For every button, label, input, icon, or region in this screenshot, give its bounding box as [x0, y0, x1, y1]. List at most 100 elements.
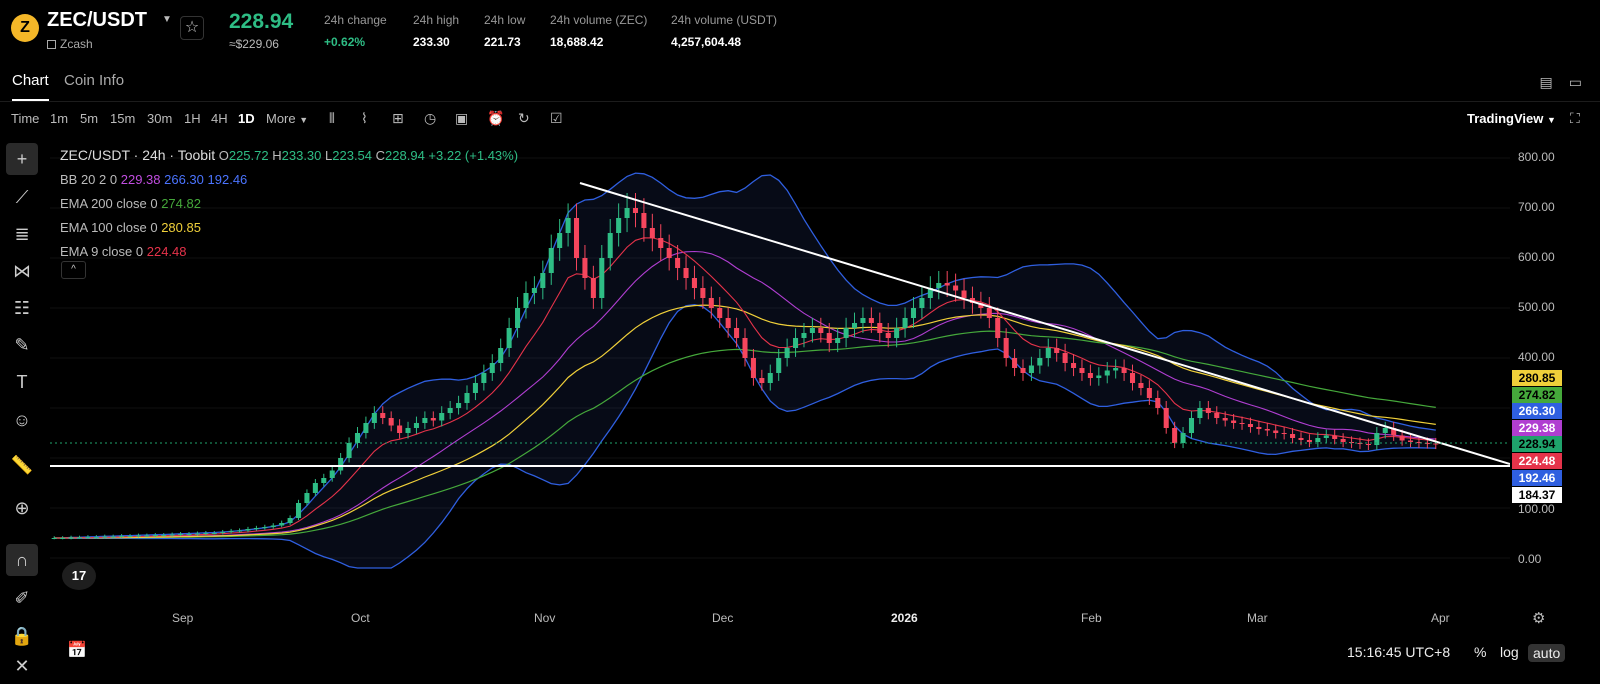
candle-body: [1290, 434, 1296, 438]
candle-body: [1374, 433, 1380, 445]
candle-body: [969, 298, 975, 303]
timeframe-4h[interactable]: 4H: [211, 111, 228, 126]
candle-body: [1012, 358, 1018, 368]
timeframe-time[interactable]: Time: [11, 111, 40, 126]
candle-body: [557, 233, 563, 248]
candle-body: [51, 538, 57, 539]
view-selector[interactable]: TradingView ▼: [1467, 111, 1556, 126]
chevron-down-icon[interactable]: ▼: [162, 14, 172, 25]
timeframe-1m[interactable]: 1m: [50, 111, 69, 126]
chart-grid: [50, 157, 1510, 559]
crosshair-icon[interactable]: +: [6, 143, 38, 175]
fullscreen-icon[interactable]: ⛶: [1570, 110, 1580, 126]
pattern-icon[interactable]: ⋈: [13, 261, 31, 281]
orderbook-icon[interactable]: ▤: [1539, 74, 1553, 90]
legend-collapse-button[interactable]: ^: [61, 261, 86, 279]
calendar-icon[interactable]: 📅: [67, 642, 87, 659]
candle-body: [329, 470, 335, 478]
coin-name: Zcash: [47, 37, 93, 51]
indicator-icon[interactable]: ⌇: [361, 110, 368, 126]
candle-body: [127, 536, 133, 537]
window-icon[interactable]: ▭: [1568, 74, 1582, 90]
brush-icon[interactable]: ✎: [14, 335, 30, 355]
text-icon[interactable]: T: [16, 372, 28, 392]
trendline-icon[interactable]: ⟋: [15, 187, 29, 207]
legend-close: 228.94: [385, 148, 425, 163]
price-chart[interactable]: [50, 140, 1510, 625]
candle-body: [397, 425, 403, 433]
x-axis-label: Mar: [1247, 611, 1268, 625]
remove-icon[interactable]: ✕: [14, 656, 30, 676]
candle-body: [717, 308, 723, 318]
candle-body: [1155, 398, 1161, 408]
timeframe-1h[interactable]: 1H: [184, 111, 201, 126]
y-axis-label: 600.00: [1518, 250, 1555, 264]
log-toggle[interactable]: log: [1500, 644, 1519, 660]
candle-body: [801, 333, 807, 338]
gear-icon[interactable]: ⚙: [1532, 610, 1546, 627]
candle-body: [759, 378, 765, 383]
candle-type-icon[interactable]: ⫴: [329, 110, 335, 126]
alert-icon[interactable]: ⏰: [487, 110, 505, 126]
magnet-icon[interactable]: ∩: [6, 544, 38, 576]
timeframe-30m[interactable]: 30m: [147, 111, 173, 126]
layout-icon[interactable]: ⊞: [392, 110, 404, 126]
undo-icon[interactable]: ↻: [518, 110, 530, 126]
legend-bb-mid: 229.38: [120, 172, 161, 187]
legend-open: 225.72: [228, 148, 269, 163]
candle-body: [1231, 420, 1237, 423]
timeframe-1d[interactable]: 1D: [238, 111, 255, 126]
candle-body: [860, 318, 866, 323]
legend-bb-lower: 192.46: [207, 172, 248, 187]
candle-body: [1163, 408, 1169, 428]
fib-icon[interactable]: ☷: [13, 298, 31, 318]
x-axis-label: Dec: [712, 611, 734, 625]
candle-body: [279, 523, 285, 526]
candle-body: [953, 285, 959, 291]
timeframe-5m[interactable]: 5m: [80, 111, 99, 126]
candle-body: [1306, 440, 1312, 442]
stat-label: 24h volume (USDT): [671, 13, 778, 27]
candle-body: [93, 537, 99, 538]
candle-body: [531, 288, 537, 293]
candle-body: [338, 458, 344, 471]
more-timeframes[interactable]: More ▼: [266, 111, 308, 126]
lock-icon[interactable]: 🔒: [10, 626, 34, 646]
clock-time[interactable]: 15:16:45 UTC+8: [1347, 644, 1451, 660]
y-axis-label: 500.00: [1518, 300, 1555, 314]
candle-body: [506, 328, 512, 348]
tab-coin-info[interactable]: Coin Info: [64, 72, 125, 89]
stat-value: 221.73: [484, 35, 521, 49]
x-axis-label: Apr: [1431, 611, 1450, 625]
candle-body: [422, 418, 428, 423]
tab-chart[interactable]: Chart: [12, 72, 49, 89]
y-axis-label: 0.00: [1518, 552, 1542, 566]
candle-body: [152, 535, 158, 536]
screenshot-icon[interactable]: ▣: [455, 110, 469, 126]
candle-body: [270, 525, 276, 527]
ruler-icon[interactable]: 📏: [10, 455, 34, 475]
candle-body: [1399, 435, 1405, 441]
candle-body: [700, 288, 706, 298]
symbol-title[interactable]: ZEC/USDT: [47, 9, 147, 31]
candle-body: [194, 533, 200, 535]
timeframe-15m[interactable]: 15m: [110, 111, 136, 126]
candle-body: [1121, 368, 1127, 373]
bollinger-band-fill: [54, 173, 1436, 568]
zoom-icon[interactable]: ⊕: [14, 498, 30, 518]
tradingview-logo[interactable]: 17: [62, 562, 96, 590]
horizontal-lines-icon[interactable]: ≣: [14, 224, 30, 244]
stat-value: +0.62%: [324, 35, 366, 49]
percent-toggle[interactable]: %: [1474, 644, 1487, 660]
candle-body: [1188, 418, 1195, 433]
favorite-star-button[interactable]: ☆: [180, 16, 204, 40]
lock-draw-icon[interactable]: ✐: [14, 588, 30, 608]
candle-body: [1062, 353, 1068, 363]
checklist-icon[interactable]: ☑: [550, 110, 563, 126]
auto-scale-toggle[interactable]: auto: [1528, 644, 1566, 662]
candle-body: [793, 338, 799, 348]
candle-body: [641, 213, 647, 228]
emoji-icon[interactable]: ☺: [12, 410, 32, 430]
candle-body: [1222, 418, 1228, 421]
replay-icon[interactable]: ◷: [424, 110, 437, 126]
